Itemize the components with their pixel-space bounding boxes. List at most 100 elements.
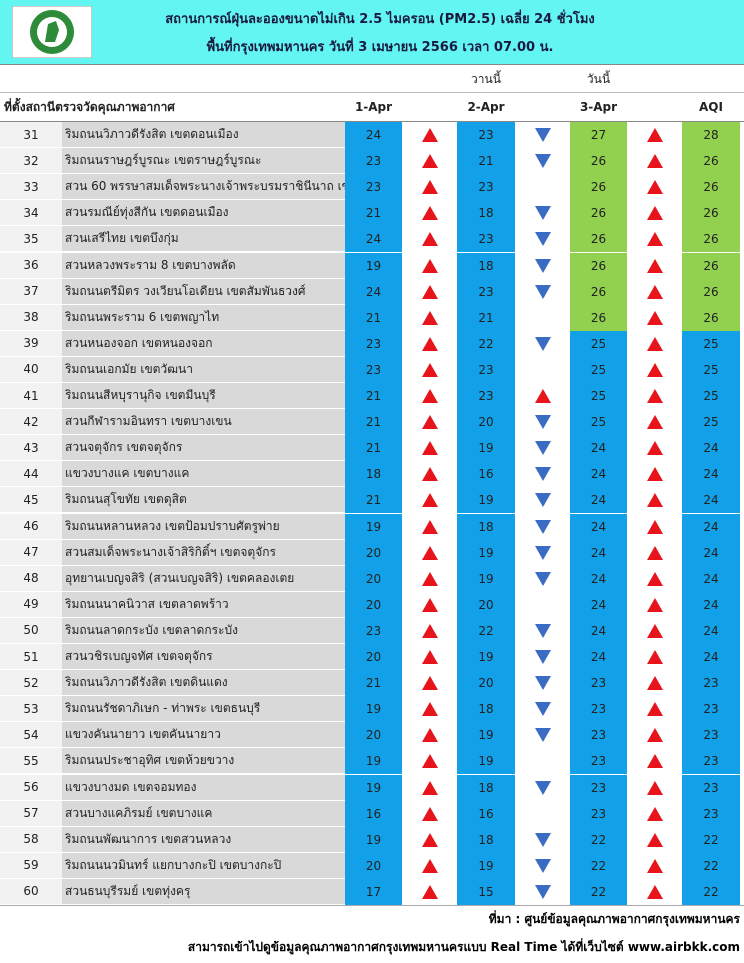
value-cell: 23 <box>570 748 627 775</box>
arrow-up <box>646 258 663 273</box>
value-cell: 16 <box>457 461 515 488</box>
arrow-down <box>534 336 551 351</box>
arrow-down <box>534 467 551 482</box>
arrow-up <box>646 206 663 221</box>
value-cell: 18 <box>457 252 515 279</box>
station-name: ริมถนนพัฒนาการ เขตสวนหลวง <box>62 826 345 853</box>
trend-down <box>534 258 552 274</box>
trend-down <box>534 153 552 169</box>
row-number: 44 <box>0 461 62 488</box>
trend-up <box>646 440 664 456</box>
station-name: สวนสมเด็จพระนางเจ้าสิริกิติ์ฯ เขตจตุจักร <box>62 539 345 566</box>
station-name: ริมถนนตรีมิตร วงเวียนโอเดียน เขตสัมพันธว… <box>62 278 345 305</box>
value-cell: 24 <box>570 513 627 540</box>
trend-up <box>421 492 439 508</box>
arrow-up <box>646 780 663 795</box>
row-number: 48 <box>0 565 62 592</box>
value-cell: 27 <box>570 122 627 149</box>
station-name: สวนวชิรเบญจทัศ เขตจตุจักร <box>62 644 345 671</box>
value-cell: 19 <box>457 748 515 775</box>
row-number: 49 <box>0 591 62 618</box>
trend-up <box>646 753 664 769</box>
trend-down <box>534 414 552 430</box>
value-cell: 23 <box>457 174 515 201</box>
trend-up <box>421 884 439 900</box>
arrow-up <box>646 336 663 351</box>
value-cell: 22 <box>457 330 515 357</box>
arrow-up <box>421 702 438 717</box>
trend-up <box>421 701 439 717</box>
trend-down <box>534 205 552 221</box>
trend-down <box>534 336 552 352</box>
value-cell: 21 <box>345 383 402 410</box>
arrow-up <box>646 806 663 821</box>
row-number: 56 <box>0 774 62 801</box>
value-cell: 24 <box>682 513 740 540</box>
header-line <box>0 92 744 93</box>
value-cell: 23 <box>682 774 740 801</box>
arrow-up <box>421 780 438 795</box>
arrow-up <box>646 858 663 873</box>
value-cell: 24 <box>570 461 627 488</box>
station-name: แขวงคันนายาว เขตคันนายาว <box>62 722 345 749</box>
value-cell: 26 <box>682 200 740 227</box>
trend-up <box>646 492 664 508</box>
row-number: 45 <box>0 487 62 514</box>
trend-up <box>646 519 664 535</box>
trend-up <box>421 675 439 691</box>
trend-up <box>646 336 664 352</box>
arrow-up <box>646 597 663 612</box>
value-cell: 23 <box>345 617 402 644</box>
arrow-up <box>646 676 663 691</box>
value-cell: 18 <box>457 696 515 723</box>
value-cell: 20 <box>457 409 515 436</box>
station-name: สวนจตุจักร เขตจตุจักร <box>62 435 345 462</box>
arrow-up <box>646 362 663 377</box>
value-cell: 25 <box>682 409 740 436</box>
trend-up <box>646 153 664 169</box>
trend-up <box>421 545 439 561</box>
value-cell: 19 <box>457 852 515 879</box>
station-name: แขวงบางมด เขตจอมทอง <box>62 774 345 801</box>
trend-up <box>646 727 664 743</box>
station-name: สวน 60 พรรษาสมเด็จพระนางเจ้าพระบรมราชินี… <box>62 174 345 201</box>
arrow-up <box>646 623 663 638</box>
header-line <box>0 121 744 122</box>
arrow-up <box>421 389 438 403</box>
value-cell: 21 <box>345 304 402 331</box>
arrow-up <box>646 284 663 299</box>
row-number: 41 <box>0 383 62 410</box>
value-cell: 21 <box>345 435 402 462</box>
arrow-up <box>421 597 438 612</box>
station-name: อุทยานเบญจสิริ (สวนเบญจสิริ) เขตคลองเตย <box>62 565 345 592</box>
value-cell: 19 <box>457 722 515 749</box>
value-cell: 23 <box>570 670 627 697</box>
arrow-up <box>421 258 438 273</box>
arrow-up <box>646 493 663 508</box>
row-number: 59 <box>0 852 62 879</box>
trend-down <box>534 780 552 796</box>
value-cell: 19 <box>345 252 402 279</box>
value-cell: 24 <box>345 278 402 305</box>
trend-down <box>534 858 552 874</box>
arrow-up <box>421 623 438 638</box>
value-cell: 21 <box>457 304 515 331</box>
arrow-down <box>534 545 551 560</box>
value-cell: 23 <box>570 774 627 801</box>
trend-down <box>534 571 552 587</box>
station-name: ริมถนนนวมินทร์ แยกบางกะปิ เขตบางกะปิ <box>62 852 345 879</box>
station-name: แขวงบางแค เขตบางแค <box>62 461 345 488</box>
trend-down <box>534 545 552 561</box>
value-cell: 19 <box>457 435 515 462</box>
trend-up <box>646 258 664 274</box>
value-cell: 22 <box>570 826 627 853</box>
station-name: ริมถนนเอกมัย เขตวัฒนา <box>62 356 345 383</box>
trend-up <box>421 388 439 404</box>
trend-up <box>421 519 439 535</box>
arrow-up <box>421 571 438 586</box>
arrow-up <box>646 545 663 560</box>
trend-up <box>421 753 439 769</box>
value-cell: 24 <box>682 617 740 644</box>
station-name: สวนรมณีย์ทุ่งสีกัน เขตดอนเมือง <box>62 200 345 227</box>
